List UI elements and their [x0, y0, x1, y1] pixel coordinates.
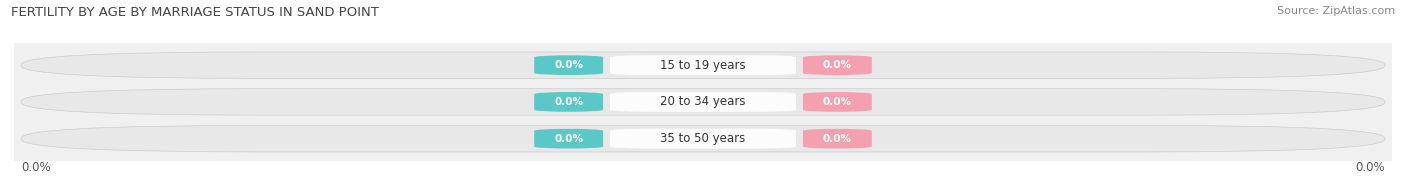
- Text: 0.0%: 0.0%: [823, 134, 852, 144]
- Text: 35 to 50 years: 35 to 50 years: [661, 132, 745, 145]
- Text: 0.0%: 0.0%: [554, 134, 583, 144]
- FancyBboxPatch shape: [610, 129, 796, 149]
- Text: 15 to 19 years: 15 to 19 years: [661, 59, 745, 72]
- FancyBboxPatch shape: [534, 55, 603, 75]
- Text: 0.0%: 0.0%: [1355, 161, 1385, 174]
- Text: 0.0%: 0.0%: [21, 161, 51, 174]
- FancyBboxPatch shape: [803, 92, 872, 112]
- FancyBboxPatch shape: [803, 129, 872, 149]
- Text: 0.0%: 0.0%: [554, 97, 583, 107]
- FancyBboxPatch shape: [534, 129, 603, 149]
- Text: 20 to 34 years: 20 to 34 years: [661, 95, 745, 108]
- Text: FERTILITY BY AGE BY MARRIAGE STATUS IN SAND POINT: FERTILITY BY AGE BY MARRIAGE STATUS IN S…: [11, 6, 380, 19]
- FancyBboxPatch shape: [534, 92, 603, 112]
- FancyBboxPatch shape: [21, 125, 1385, 152]
- Text: 0.0%: 0.0%: [823, 97, 852, 107]
- FancyBboxPatch shape: [21, 89, 1385, 115]
- Text: 0.0%: 0.0%: [823, 60, 852, 70]
- FancyBboxPatch shape: [610, 92, 796, 112]
- FancyBboxPatch shape: [803, 55, 872, 75]
- FancyBboxPatch shape: [610, 55, 796, 75]
- FancyBboxPatch shape: [21, 52, 1385, 78]
- Text: Source: ZipAtlas.com: Source: ZipAtlas.com: [1277, 6, 1395, 16]
- Text: 0.0%: 0.0%: [554, 60, 583, 70]
